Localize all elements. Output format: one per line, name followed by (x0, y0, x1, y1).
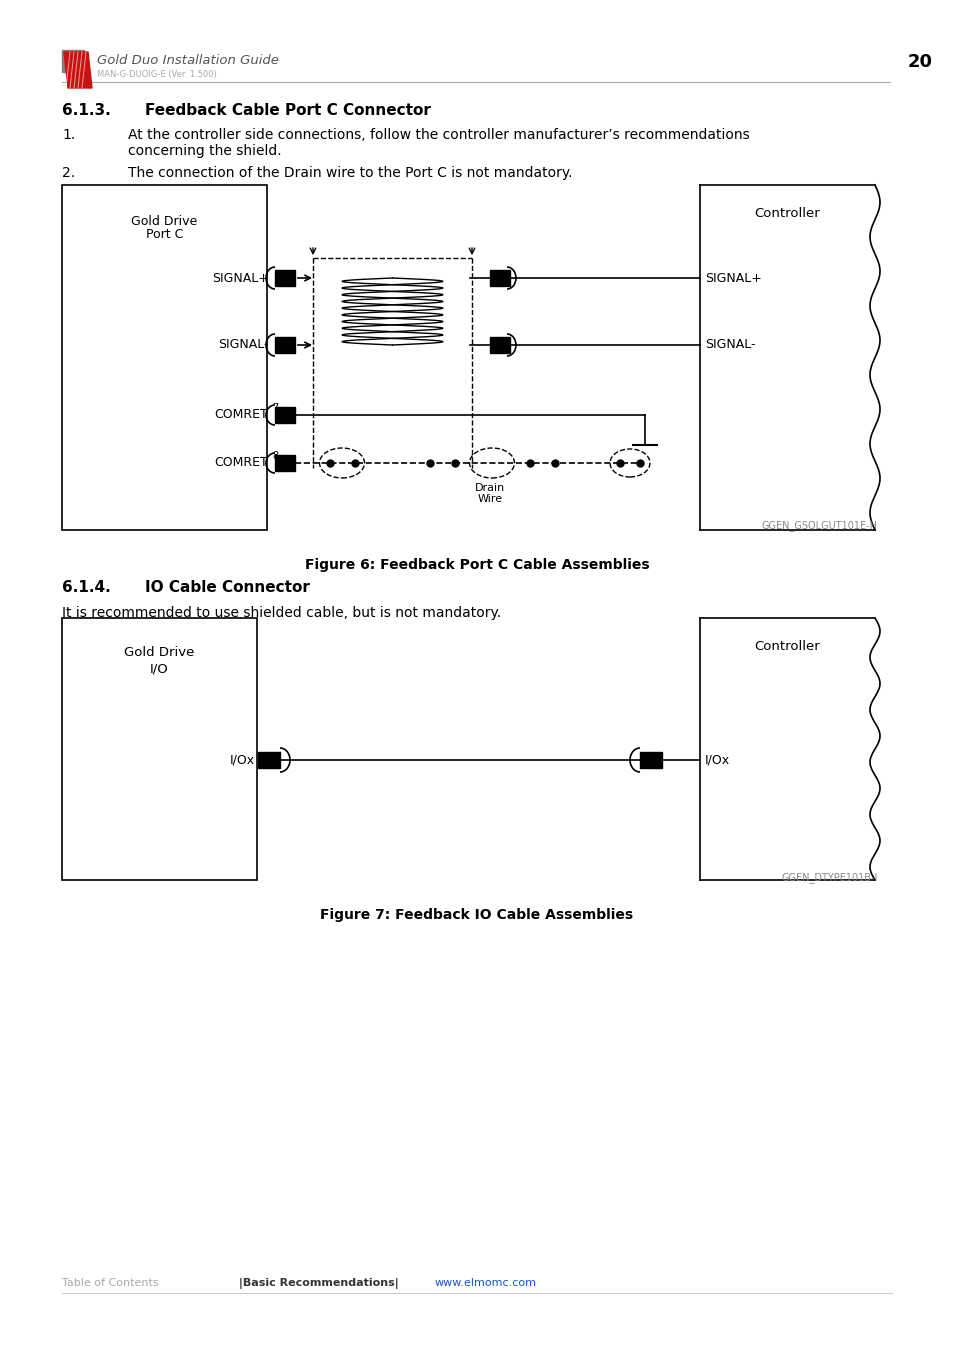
Text: 20: 20 (906, 53, 931, 72)
Text: SIGNAL+: SIGNAL+ (704, 271, 761, 285)
Text: IO Cable Connector: IO Cable Connector (145, 580, 310, 595)
Text: I/O: I/O (150, 662, 169, 675)
Text: GGEN_GSOLGUT101E-H: GGEN_GSOLGUT101E-H (761, 520, 877, 531)
Bar (62, 618, 256, 880)
Text: COMRET: COMRET (214, 409, 268, 421)
Text: Controller: Controller (754, 640, 820, 653)
Text: 7: 7 (272, 404, 278, 413)
Text: concerning the shield.: concerning the shield. (128, 144, 281, 158)
Text: Table of Contents: Table of Contents (62, 1278, 158, 1288)
Text: Gold Drive: Gold Drive (132, 215, 197, 228)
Text: It is recommended to use shielded cable, but is not mandatory.: It is recommended to use shielded cable,… (62, 606, 500, 620)
Polygon shape (64, 53, 91, 88)
Text: I/Ox: I/Ox (230, 753, 254, 767)
Text: Drain: Drain (475, 483, 504, 493)
Text: Port C: Port C (146, 228, 183, 242)
Text: SIGNAL-: SIGNAL- (218, 339, 269, 351)
Text: |Basic Recommendations|: |Basic Recommendations| (234, 1278, 398, 1289)
Text: 8: 8 (272, 451, 278, 460)
Bar (274, 338, 294, 352)
Bar (639, 752, 661, 768)
Text: 2.: 2. (62, 166, 75, 180)
Text: The connection of the Drain wire to the Port C is not mandatory.: The connection of the Drain wire to the … (128, 166, 572, 180)
Text: COMRET: COMRET (214, 456, 268, 470)
Text: 6.1.4.: 6.1.4. (62, 580, 111, 595)
Bar (274, 455, 294, 471)
Text: Figure 7: Feedback IO Cable Assemblies: Figure 7: Feedback IO Cable Assemblies (320, 909, 633, 922)
Bar (274, 270, 294, 286)
Text: www.elmomc.com: www.elmomc.com (435, 1278, 537, 1288)
Text: I/Ox: I/Ox (704, 753, 729, 767)
Bar (274, 406, 294, 423)
Text: 6.1.3.: 6.1.3. (62, 103, 111, 117)
Text: Gold Drive: Gold Drive (124, 647, 194, 659)
Bar (62, 185, 267, 531)
Text: Gold Duo Installation Guide: Gold Duo Installation Guide (97, 54, 278, 66)
Text: SIGNAL-: SIGNAL- (704, 339, 755, 351)
Bar (62, 50, 84, 72)
Bar (490, 270, 510, 286)
Text: At the controller side connections, follow the controller manufacturer’s recomme: At the controller side connections, foll… (128, 128, 749, 142)
Text: Figure 6: Feedback Port C Cable Assemblies: Figure 6: Feedback Port C Cable Assembli… (304, 558, 649, 572)
Text: GGEN_DTYPE101B-I: GGEN_DTYPE101B-I (781, 872, 877, 883)
Text: MAN-G-DUOIG-E (Ver. 1.500): MAN-G-DUOIG-E (Ver. 1.500) (97, 69, 216, 78)
Text: Feedback Cable Port C Connector: Feedback Cable Port C Connector (145, 103, 431, 117)
Text: Controller: Controller (754, 207, 820, 220)
Text: SIGNAL+: SIGNAL+ (212, 271, 269, 285)
Text: 1.: 1. (62, 128, 75, 142)
Bar (257, 752, 280, 768)
Text: Wire: Wire (476, 494, 502, 504)
Bar (490, 338, 510, 352)
